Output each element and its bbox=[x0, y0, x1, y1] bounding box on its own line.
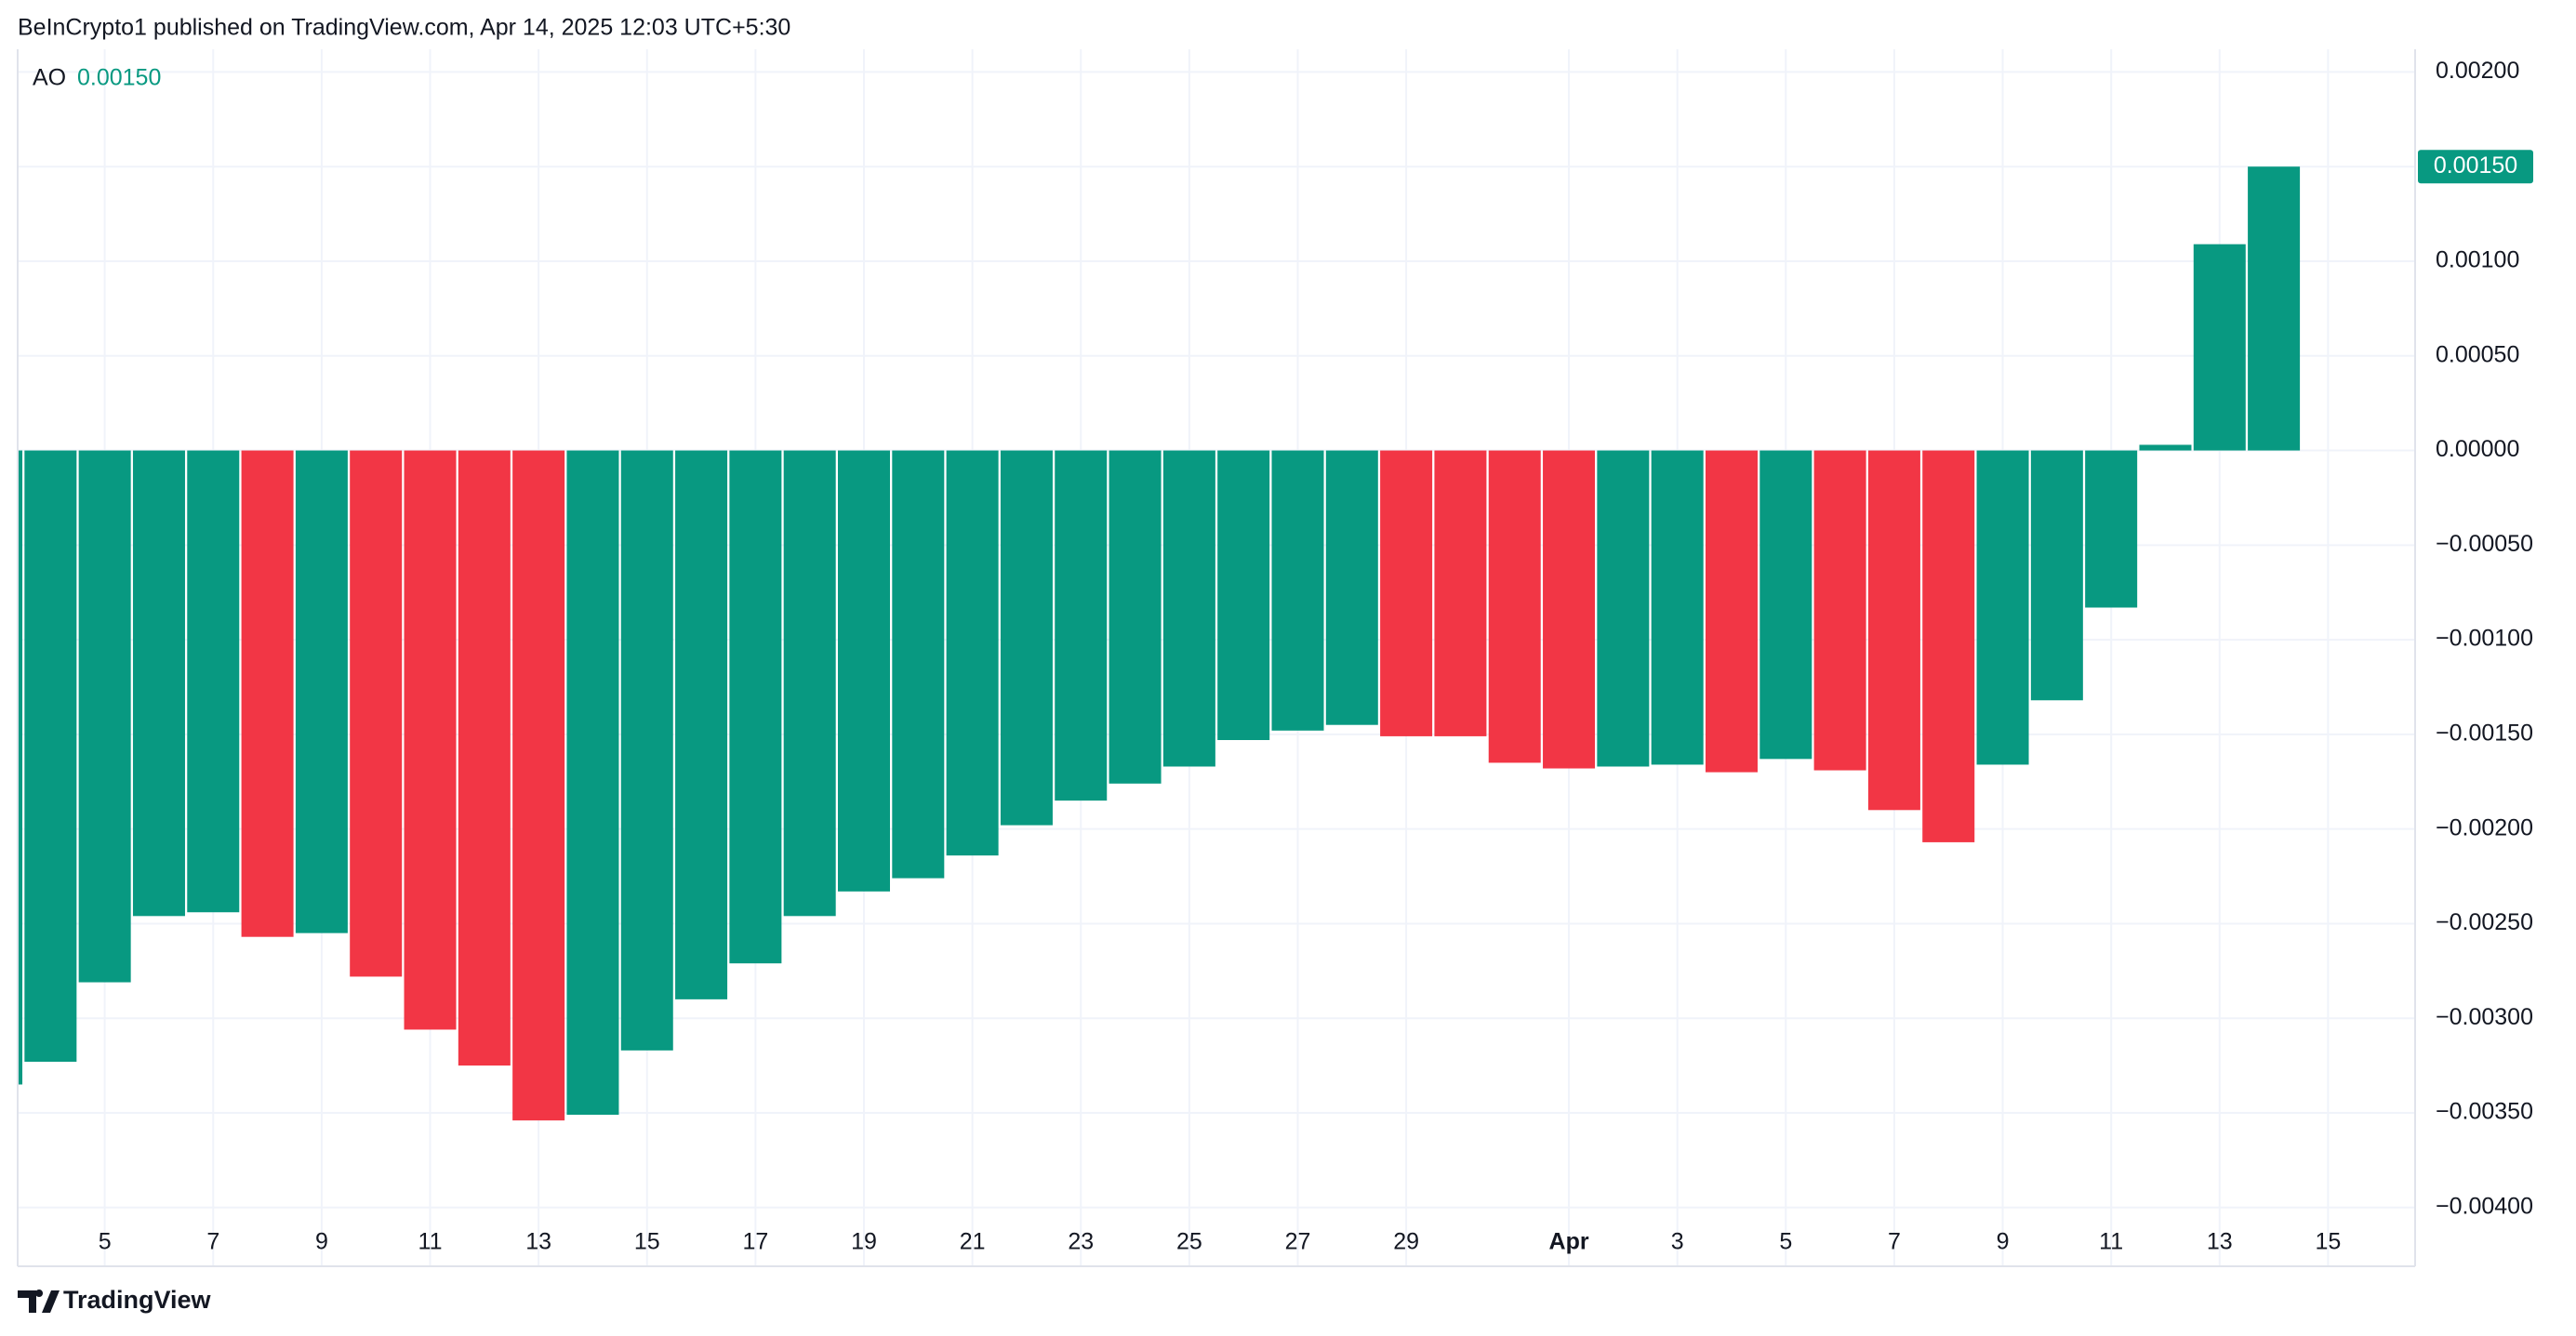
bar bbox=[1217, 450, 1270, 740]
x-tick-label: 15 bbox=[634, 1229, 660, 1255]
bar bbox=[675, 450, 728, 999]
x-tick-label: 11 bbox=[2099, 1229, 2123, 1255]
y-tick-label: −0.00300 bbox=[2436, 1004, 2533, 1030]
x-tick-label: 21 bbox=[960, 1229, 986, 1255]
bar bbox=[2193, 244, 2246, 451]
bar bbox=[24, 450, 77, 1063]
bar bbox=[838, 450, 891, 892]
x-tick-label: 25 bbox=[1176, 1229, 1202, 1255]
bar bbox=[132, 450, 185, 917]
x-tick-label: 5 bbox=[99, 1229, 112, 1255]
x-tick-label: Apr bbox=[1549, 1229, 1589, 1255]
bar bbox=[566, 450, 619, 1116]
bar bbox=[1922, 450, 1975, 842]
bar bbox=[729, 450, 782, 964]
last-value-badge bbox=[2418, 150, 2533, 184]
header: BeInCrypto1 published on TradingView.com… bbox=[18, 15, 790, 41]
bar bbox=[2139, 444, 2192, 451]
bar bbox=[1813, 450, 1866, 771]
bar bbox=[1380, 450, 1433, 736]
x-tick-label: 7 bbox=[206, 1229, 219, 1255]
bar bbox=[1162, 450, 1215, 767]
bar bbox=[2085, 450, 2138, 608]
bar bbox=[350, 450, 403, 977]
bar bbox=[1705, 450, 1758, 773]
bar bbox=[783, 450, 836, 917]
last-value-label: 0.00150 bbox=[2434, 152, 2517, 179]
x-tick-label: 13 bbox=[2207, 1229, 2233, 1255]
bar bbox=[1759, 450, 1812, 760]
x-tick-label: 5 bbox=[1779, 1229, 1792, 1255]
bar bbox=[458, 450, 511, 1066]
bar bbox=[241, 450, 294, 937]
y-tick-label: −0.00350 bbox=[2436, 1099, 2533, 1125]
x-tick-label: 3 bbox=[1671, 1229, 1684, 1255]
y-tick-label: −0.00150 bbox=[2436, 720, 2533, 746]
y-tick-label: 0.00050 bbox=[2436, 341, 2519, 367]
bar bbox=[1271, 450, 1324, 731]
y-tick-label: −0.00100 bbox=[2436, 626, 2533, 652]
bar bbox=[1651, 450, 1704, 765]
bars bbox=[18, 166, 2301, 1121]
y-tick-label: 0.00100 bbox=[2436, 247, 2519, 273]
bar bbox=[295, 450, 348, 933]
bar bbox=[1543, 450, 1596, 769]
x-tick-label: 11 bbox=[418, 1229, 443, 1255]
x-tick-label: 13 bbox=[525, 1229, 551, 1255]
bar bbox=[1109, 450, 1162, 784]
y-tick-label: −0.00250 bbox=[2436, 909, 2533, 935]
bar bbox=[1000, 450, 1053, 826]
bar bbox=[187, 450, 240, 913]
bar bbox=[946, 450, 999, 856]
y-tick-label: 0.00000 bbox=[2436, 436, 2519, 462]
x-tick-label: 17 bbox=[742, 1229, 768, 1255]
bar bbox=[620, 450, 673, 1051]
y-tick-label: −0.00400 bbox=[2436, 1193, 2533, 1219]
brand-logo bbox=[18, 1290, 60, 1313]
bar bbox=[512, 450, 565, 1121]
x-tick-label: 29 bbox=[1393, 1229, 1419, 1255]
bar bbox=[404, 450, 457, 1030]
legend-value: 0.00150 bbox=[77, 65, 161, 91]
bar bbox=[18, 450, 23, 1085]
bar bbox=[1976, 450, 2029, 765]
bar bbox=[1434, 450, 1487, 736]
y-tick-label: 0.00200 bbox=[2436, 58, 2519, 84]
y-tick-label: −0.00050 bbox=[2436, 531, 2533, 557]
brand: TradingView bbox=[63, 1286, 212, 1314]
x-tick-label: 19 bbox=[851, 1229, 877, 1255]
bar bbox=[78, 450, 131, 983]
bar bbox=[1055, 450, 1108, 801]
x-tick-label: 9 bbox=[1997, 1229, 2010, 1255]
bar bbox=[2030, 450, 2083, 701]
x-tick-label: 9 bbox=[315, 1229, 328, 1255]
bar bbox=[1597, 450, 1650, 767]
x-tick-label: 7 bbox=[1888, 1229, 1901, 1255]
x-tick-label: 15 bbox=[2315, 1229, 2341, 1255]
bar bbox=[1867, 450, 1920, 811]
bar bbox=[1325, 450, 1378, 725]
bar bbox=[2248, 166, 2301, 451]
x-tick-label: 27 bbox=[1285, 1229, 1311, 1255]
x-tick-label: 23 bbox=[1068, 1229, 1094, 1255]
y-tick-label: −0.00200 bbox=[2436, 814, 2533, 840]
bar bbox=[1488, 450, 1541, 763]
bar bbox=[892, 450, 945, 879]
legend-name: AO bbox=[33, 65, 66, 91]
